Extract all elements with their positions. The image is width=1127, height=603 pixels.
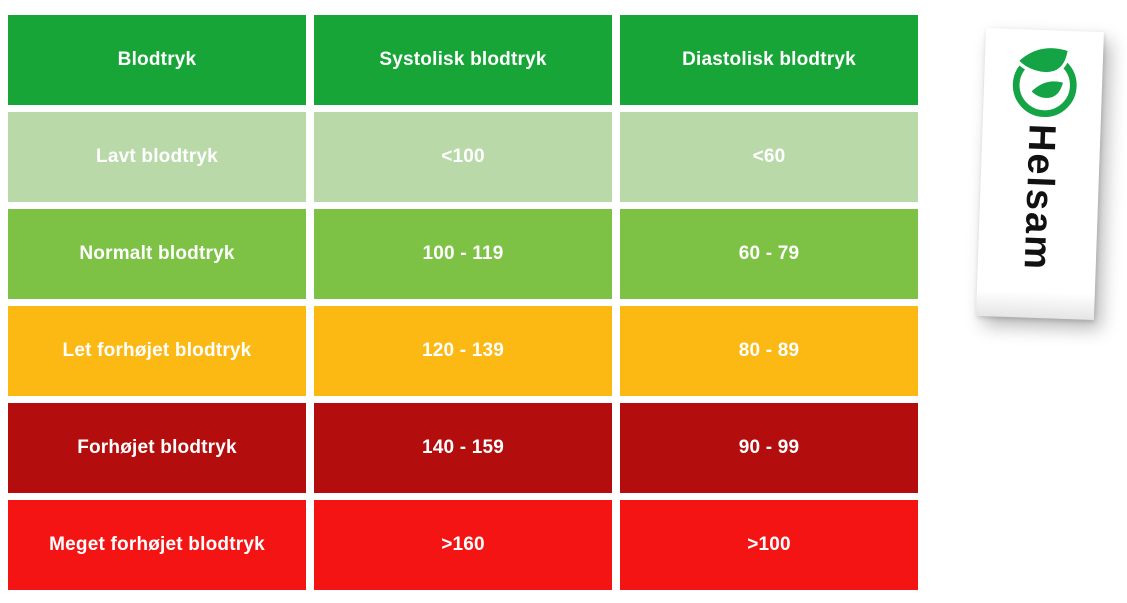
header-systolisk: Systolisk blodtryk [314,15,612,105]
row-low-systolic: <100 [314,112,612,202]
helsam-logo-card: Helsam [975,28,1104,320]
row-elevated-systolic: 140 - 159 [314,403,612,493]
row-very-elevated-systolic: >160 [314,500,612,590]
row-elevated-diastolic: 90 - 99 [620,403,918,493]
helsam-logo-icon [1012,44,1077,118]
row-slightly-elevated-diastolic: 80 - 89 [620,306,918,396]
header-blodtryk: Blodtryk [8,15,306,105]
header-diastolisk: Diastolisk blodtryk [620,15,918,105]
row-low-label: Lavt blodtryk [8,112,306,202]
helsam-brand-text: Helsam [1015,123,1063,272]
row-slightly-elevated-label: Let forhøjet blodtryk [8,306,306,396]
row-very-elevated-diastolic: >100 [620,500,918,590]
row-elevated-label: Forhøjet blodtryk [8,403,306,493]
blood-pressure-table: Blodtryk Systolisk blodtryk Diastolisk b… [8,15,918,590]
row-low-diastolic: <60 [620,112,918,202]
row-normal-systolic: 100 - 119 [314,209,612,299]
row-normal-label: Normalt blodtryk [8,209,306,299]
row-slightly-elevated-systolic: 120 - 139 [314,306,612,396]
row-very-elevated-label: Meget forhøjet blodtryk [8,500,306,590]
row-normal-diastolic: 60 - 79 [620,209,918,299]
